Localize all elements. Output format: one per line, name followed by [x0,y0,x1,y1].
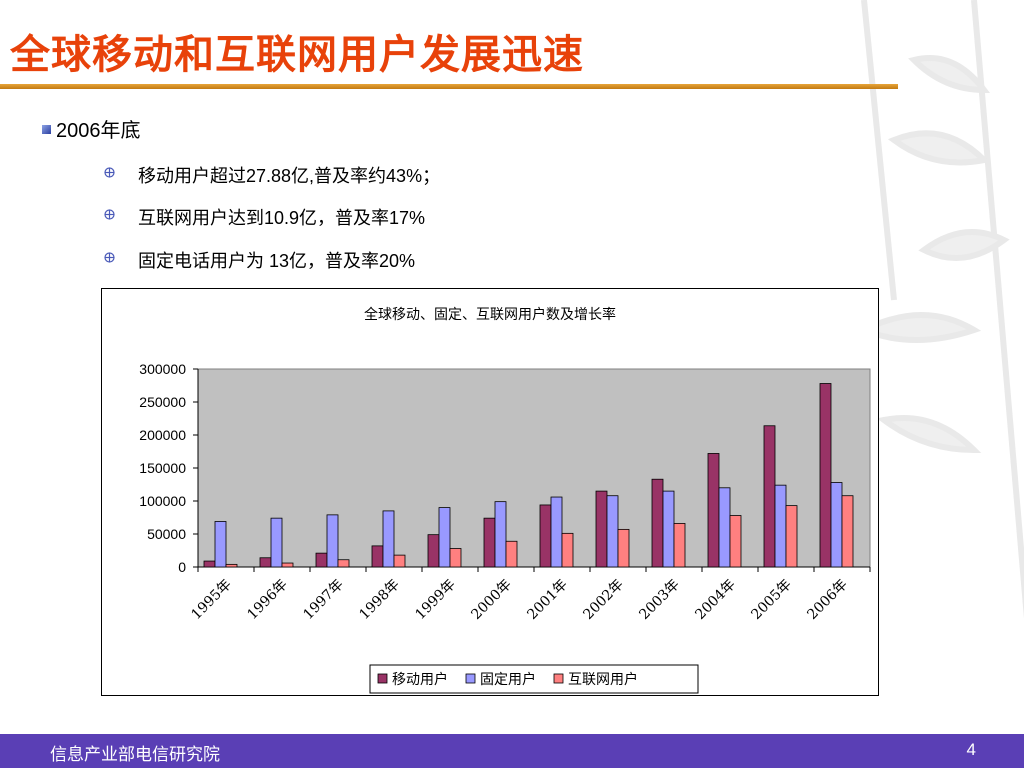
x-tick-label: 1998年 [356,577,402,623]
bar-mobile [707,453,720,568]
circle-bullet-icon [104,252,115,263]
x-tick-label: 2005年 [748,577,794,623]
bar-internet [449,548,462,568]
title-underline [0,84,898,89]
bar-fixed [214,521,227,568]
bar-fixed [494,501,507,568]
bar-fixed [662,490,675,568]
footer-bar: 信息产业部电信研究院 4 [0,734,1024,768]
bar-fixed [606,495,619,568]
slide-title: 全球移动和互联网用户发展迅速 [10,32,584,78]
y-tick-label: 200000 [139,427,186,443]
page-number: 4 [966,740,976,759]
x-tick-label: 1999年 [412,577,458,623]
bar-internet [225,563,238,568]
y-tick-label: 150000 [139,460,186,476]
circle-bullet-icon [104,209,115,220]
bar-internet [505,540,518,568]
bar-mobile [539,504,552,568]
bar-internet [393,554,406,568]
bar-mobile [819,383,832,568]
square-bullet-icon [42,125,51,134]
bar-mobile [315,552,328,568]
plot-area [197,368,871,568]
bar-mobile [651,478,664,568]
bar-fixed [382,510,395,568]
x-tick-label: 2004年 [692,577,738,623]
sub-bullet-item: 移动用户超过27.88亿,普及率约43%； [104,162,441,188]
bar-fixed [270,517,283,568]
x-tick-label: 2003年 [636,577,682,623]
legend-label: 固定用户 [480,671,536,688]
chart-container: 全球移动、固定、互联网用户数及增长率 300000 250000 200000 1500… [101,288,879,696]
y-tick-label: 0 [178,559,186,575]
y-tick-label: 100000 [139,493,186,509]
bar-internet [337,559,350,568]
y-tick-label: 50000 [147,526,186,542]
sub-bullet-item: 互联网用户达到10.9亿，普及率17% [104,204,426,230]
sub-bullet-text: 互联网用户达到10.9亿，普及率17% [138,208,426,228]
x-tick-label: 1995年 [188,577,234,623]
footer-organization: 信息产业部电信研究院 [50,745,220,765]
bar-internet [729,515,742,568]
bullet-main: 2006年底 [42,114,141,143]
chart-title: 全球移动、固定、互联网用户数及增长率 [364,306,616,323]
y-tick-label: 300000 [139,361,186,377]
x-tick-label: 2002年 [580,577,626,623]
y-tick-label: 250000 [139,394,186,410]
sub-bullet-item: 固定电话用户为 13亿，普及率20% [104,247,416,273]
bar-fixed [326,514,339,568]
bar-fixed [550,496,563,568]
bar-mobile [371,545,384,568]
bar-internet [281,562,294,568]
bar-mobile [427,534,440,568]
bar-mobile [483,517,496,568]
bar-fixed [438,507,451,568]
x-tick-label: 2001年 [524,577,570,623]
bar-fixed [774,484,787,568]
bar-internet [785,505,798,568]
sub-bullet-text: 移动用户超过27.88亿,普及率约43%； [138,166,441,186]
bullet-main-text: 2006年底 [56,120,141,142]
legend-swatch [377,673,388,684]
bar-fixed [718,487,731,568]
bar-internet [673,523,686,568]
bar-chart: 全球移动、固定、互联网用户数及增长率 300000 250000 200000 1500… [139,306,871,694]
x-tick-label: 1997年 [300,577,346,623]
legend-swatch [553,673,564,684]
legend-label: 互联网用户 [568,671,638,688]
bar-mobile [763,425,776,568]
circle-bullet-icon [104,167,115,178]
bar-mobile [259,557,272,568]
bar-mobile [595,490,608,568]
legend-swatch [465,673,476,684]
x-tick-label: 1996年 [244,577,290,623]
x-tick-label: 2000年 [468,577,514,623]
x-tick-label: 2006年 [804,577,850,623]
legend-label: 移动用户 [392,671,448,688]
bar-internet [561,532,574,568]
sub-bullet-text: 固定电话用户为 13亿，普及率20% [138,251,416,271]
chart-legend [369,664,699,694]
bar-mobile [203,560,216,568]
bar-internet [841,495,854,568]
bar-fixed [830,482,843,568]
bar-internet [617,528,630,568]
